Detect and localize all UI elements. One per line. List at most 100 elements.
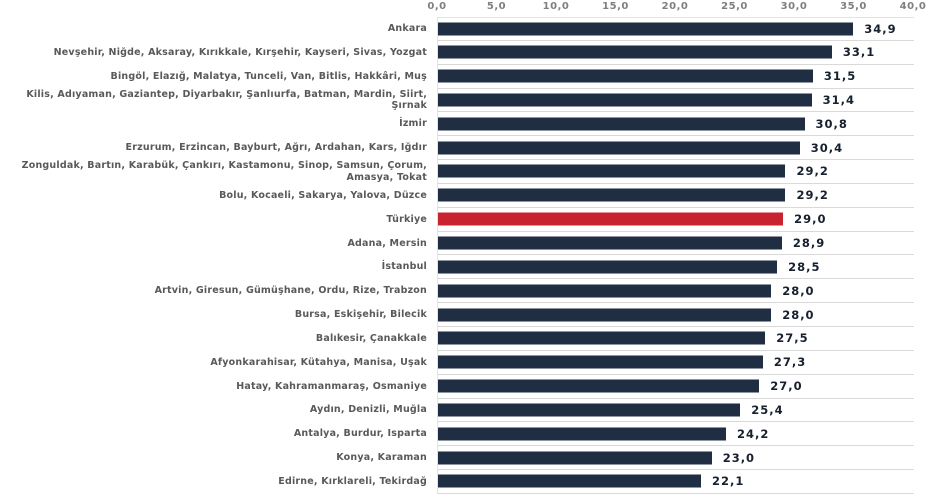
bar-cell: 33,1 [437, 40, 914, 65]
chart-row: İstanbul 28,5 [0, 255, 950, 280]
category-label: Afyonkarahisar, Kütahya, Manisa, Uşak [210, 356, 427, 368]
chart-rows: Ankara 34,9 Nevşehir, Niğde, Aksaray, Kırı… [0, 17, 950, 494]
bar [438, 427, 726, 441]
x-axis-tick-label: 10,0 [542, 1, 570, 12]
x-axis-tick-label: 20,0 [661, 1, 689, 12]
chart-row: Zonguldak, Bartın, Karabük, Çankırı, Kas… [0, 160, 950, 184]
x-axis-tick-label: 40,0 [899, 1, 927, 12]
chart-row: Edirne, Kırklareli, Tekirdağ 22,1 [0, 470, 950, 494]
bar [438, 93, 812, 107]
bar-cell: 29,2 [437, 183, 914, 208]
category-label: Nevşehir, Niğde, Aksaray, Kırıkkale, Kır… [53, 46, 427, 58]
bar [438, 45, 832, 59]
value-label: 30,4 [810, 140, 844, 155]
category-label: Edirne, Kırklareli, Tekirdağ [278, 476, 427, 488]
bar-cell: 23,0 [437, 446, 914, 471]
value-label: 29,0 [794, 212, 827, 227]
value-label: 28,9 [792, 236, 826, 251]
chart-row: Bursa, Eskişehir, Bilecik 28,0 [0, 303, 950, 327]
chart-row: Bingöl, Elazığ, Malatya, Tunceli, Van, B… [0, 64, 950, 89]
chart-row: Ankara 34,9 [0, 17, 950, 41]
category-label: İstanbul [381, 261, 427, 273]
chart-row: Konya, Karaman 23,0 [0, 446, 950, 471]
chart-row: Türkiye 29,0 [0, 207, 950, 232]
value-label: 23,0 [722, 450, 756, 465]
bar-cell: 31,4 [437, 88, 914, 113]
bar-cell: 28,9 [437, 231, 914, 256]
x-axis-tick-label: 0,0 [427, 1, 447, 12]
bar [438, 331, 766, 345]
category-label: Bingöl, Elazığ, Malatya, Tunceli, Van, B… [110, 70, 427, 82]
value-label: 30,8 [815, 116, 848, 131]
value-label: 28,0 [782, 307, 815, 322]
bar [438, 260, 778, 274]
value-label: 24,2 [736, 426, 770, 441]
category-label: Artvin, Giresun, Gümüşhane, Ordu, Rize, … [154, 285, 427, 297]
value-label: 28,5 [788, 259, 821, 274]
bar [438, 403, 741, 417]
value-label: 27,5 [776, 331, 809, 346]
category-label: İzmir [399, 118, 427, 130]
bar-cell: 28,0 [437, 303, 914, 327]
bar [438, 451, 712, 465]
bar [438, 69, 813, 83]
category-label: Adana, Mersin [347, 237, 427, 249]
category-label: Hatay, Kahramanmaraş, Osmaniye [236, 380, 427, 392]
category-label: Ankara [387, 22, 427, 34]
bar-cell: 28,0 [437, 279, 914, 304]
value-label: 31,5 [823, 69, 857, 84]
category-label: Aydın, Denizli, Muğla [309, 404, 427, 416]
chart-row: Kilis, Adıyaman, Gaziantep, Diyarbakır, … [0, 88, 950, 113]
chart-row: Adana, Mersin 28,9 [0, 231, 950, 256]
bar-cell: 25,4 [437, 398, 914, 423]
chart-row: Afyonkarahisar, Kütahya, Manisa, Uşak 27,… [0, 350, 950, 375]
value-label: 33,1 [842, 45, 876, 60]
value-label: 27,3 [773, 355, 807, 370]
value-label: 31,4 [822, 92, 856, 107]
category-label: Balıkesir, Çanakkale [315, 332, 427, 344]
bar [438, 474, 701, 488]
x-axis: 0,0 5,0 10,0 15,0 20,0 25,0 30,0 35,0 40,0 [427, 1, 925, 16]
bar-highlight [438, 212, 784, 226]
bar [438, 308, 772, 322]
bar [438, 284, 772, 298]
category-label: Türkiye [386, 213, 427, 225]
bar [438, 236, 782, 250]
value-label: 27,0 [770, 379, 803, 394]
chart-row: Artvin, Giresun, Gümüşhane, Ordu, Rize, … [0, 279, 950, 304]
chart-row: Erzurum, Erzincan, Bayburt, Ağrı, Ardaha… [0, 136, 950, 161]
category-label: Erzurum, Erzincan, Bayburt, Ağrı, Ardaha… [125, 142, 427, 154]
bar [438, 117, 805, 131]
chart-row: Nevşehir, Niğde, Aksaray, Kırıkkale, Kır… [0, 40, 950, 65]
bar [438, 188, 786, 202]
bar-cell: 27,0 [437, 374, 914, 399]
value-label: 34,9 [864, 21, 897, 36]
chart-row: Bolu, Kocaeli, Sakarya, Yalova, Düzce 29,… [0, 183, 950, 208]
x-axis-tick-label: 5,0 [486, 1, 507, 12]
bar [438, 22, 854, 36]
value-label: 29,2 [796, 188, 829, 203]
bar-cell: 30,4 [437, 136, 914, 161]
category-label: Antalya, Burdur, Isparta [293, 428, 427, 440]
bar-cell: 30,8 [437, 112, 914, 137]
bar [438, 379, 760, 393]
value-label: 28,0 [782, 283, 815, 298]
bar-cell: 31,5 [437, 64, 914, 89]
bar-cell: 34,9 [437, 17, 914, 41]
bar [438, 141, 800, 155]
bar-cell: 29,0 [437, 207, 914, 232]
chart-row: Antalya, Burdur, Isparta 24,2 [0, 422, 950, 447]
x-axis-tick-label: 30,0 [780, 1, 808, 12]
category-label: Konya, Karaman [336, 452, 427, 464]
bar [438, 164, 786, 178]
value-label: 29,2 [796, 164, 829, 179]
category-label: Bursa, Eskişehir, Bilecik [294, 309, 427, 321]
chart-row: Balıkesir, Çanakkale 27,5 [0, 326, 950, 351]
bar-cell: 24,2 [437, 422, 914, 447]
value-label: 22,1 [711, 474, 745, 489]
category-label: Kilis, Adıyaman, Gaziantep, Diyarbakır, … [26, 88, 427, 112]
category-label: Bolu, Kocaeli, Sakarya, Yalova, Düzce [219, 189, 427, 201]
value-label: 25,4 [751, 402, 784, 417]
bar-cell: 28,5 [437, 255, 914, 280]
bar-cell: 27,3 [437, 350, 914, 375]
